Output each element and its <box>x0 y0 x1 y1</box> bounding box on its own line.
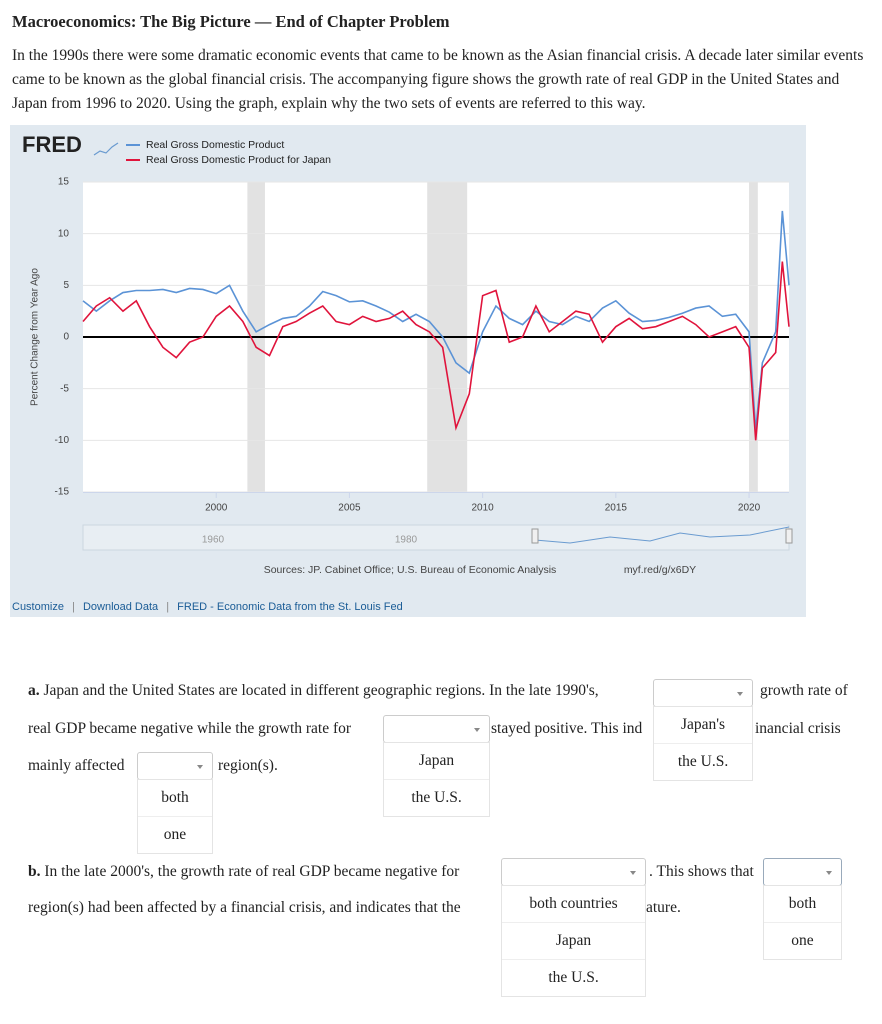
dropdown-option[interactable]: Japan <box>384 743 489 780</box>
dropdown-option[interactable]: Japan <box>502 923 645 960</box>
legend-label: Real Gross Domestic Product <box>146 139 284 151</box>
x-tick-label: 2015 <box>605 503 628 514</box>
y-axis-label: Percent Change from Year Ago <box>30 268 41 406</box>
question-fragment: growth rate of <box>760 682 848 699</box>
dropdown-menu: both one <box>137 779 213 854</box>
dropdown[interactable] <box>137 752 213 780</box>
navigator-label: 1980 <box>395 535 418 546</box>
navigator-label: 1960 <box>202 535 225 546</box>
dropdown-option[interactable]: the U.S. <box>548 969 599 986</box>
intro-text: In the 1990s there were some dramatic ec… <box>12 47 864 112</box>
navigator-handle <box>785 528 793 544</box>
dropdown-menu: both one <box>763 885 842 960</box>
dropdown-menu: both countries Japan the U.S. <box>501 885 646 997</box>
dropdown-menu: Japan's the U.S. <box>653 706 753 781</box>
footer-link[interactable]: Customize <box>12 601 64 613</box>
dropdown-option[interactable]: the U.S. <box>677 753 729 770</box>
footer-link[interactable]: FRED - Economic Data from the St. Louis … <box>177 601 403 613</box>
y-tick-label: 5 <box>63 280 69 291</box>
legend-label: Real Gross Domestic Product for Japan <box>146 154 331 166</box>
question-fragment: . This shows that <box>649 863 754 880</box>
dropdown[interactable] <box>383 715 490 743</box>
question-fragment: ature. <box>646 899 681 916</box>
source: Sources: JP. Cabinet Office; U.S. Bureau… <box>264 564 557 576</box>
y-tick-label: 0 <box>63 332 69 343</box>
dropdown-option[interactable]: the U.S. <box>411 789 462 806</box>
x-tick-label: 2020 <box>738 503 761 514</box>
dropdown-option[interactable]: one <box>791 932 814 949</box>
logo: FRED <box>22 132 82 157</box>
question-fragment: real GDP became negative while the growt… <box>28 720 352 737</box>
question-fragment: region(s) had been affected by a financi… <box>28 899 461 916</box>
navigator-handle <box>531 528 539 544</box>
separator: | <box>72 601 75 613</box>
question-fragment: inancial crisis <box>755 720 841 737</box>
x-tick-label: 2010 <box>471 503 494 514</box>
dropdown-menu: Japan the U.S. <box>383 742 490 817</box>
y-tick-label: 10 <box>58 228 70 239</box>
logo-icon <box>93 142 119 156</box>
y-tick-label: 15 <box>58 177 70 188</box>
chart: FRED Percent Change from Year Ago Source… <box>10 125 806 617</box>
series-line <box>82 261 790 441</box>
dropdown-option[interactable]: both <box>764 886 841 923</box>
dropdown-option[interactable]: Japan's <box>654 707 752 744</box>
question-text: b. In the late 2000's, the growth rate o… <box>28 862 459 882</box>
dropdown-option[interactable]: both countries <box>502 886 645 923</box>
question-fragment: In the late 2000's, the growth rate of r… <box>44 863 460 880</box>
navigator-line <box>534 526 790 544</box>
dropdown[interactable] <box>763 858 842 886</box>
y-tick-label: -5 <box>60 383 69 394</box>
y-tick-label: -10 <box>55 435 70 446</box>
short-link[interactable]: myf.red/g/x6DY <box>624 564 696 576</box>
chart-footer: Customize | Download Data | FRED - Econo… <box>12 601 403 613</box>
question-fragment: Japan and the United States are located … <box>43 682 599 699</box>
dropdown[interactable] <box>501 858 646 886</box>
question-fragment: region(s). <box>218 757 278 774</box>
question-fragment: stayed positive. This ind <box>491 720 643 737</box>
navigator <box>82 524 790 551</box>
footer-link[interactable]: Download Data <box>82 601 159 613</box>
x-tick-label: 2000 <box>205 503 228 514</box>
dropdown[interactable] <box>653 679 753 707</box>
dropdown-option[interactable]: one <box>163 826 187 843</box>
y-tick-label: -15 <box>55 487 70 498</box>
question-text: a. Japan and the United States are locat… <box>28 681 599 701</box>
question-label: b. <box>28 863 41 880</box>
question-fragment: mainly affected <box>28 757 125 774</box>
dropdown-option[interactable]: both <box>138 780 212 817</box>
separator: | <box>166 601 170 613</box>
question-label: a. <box>28 682 40 699</box>
page-title: Macroeconomics: The Big Picture — End of… <box>12 12 450 31</box>
x-tick-label: 2005 <box>338 503 361 514</box>
series-line <box>82 210 790 431</box>
